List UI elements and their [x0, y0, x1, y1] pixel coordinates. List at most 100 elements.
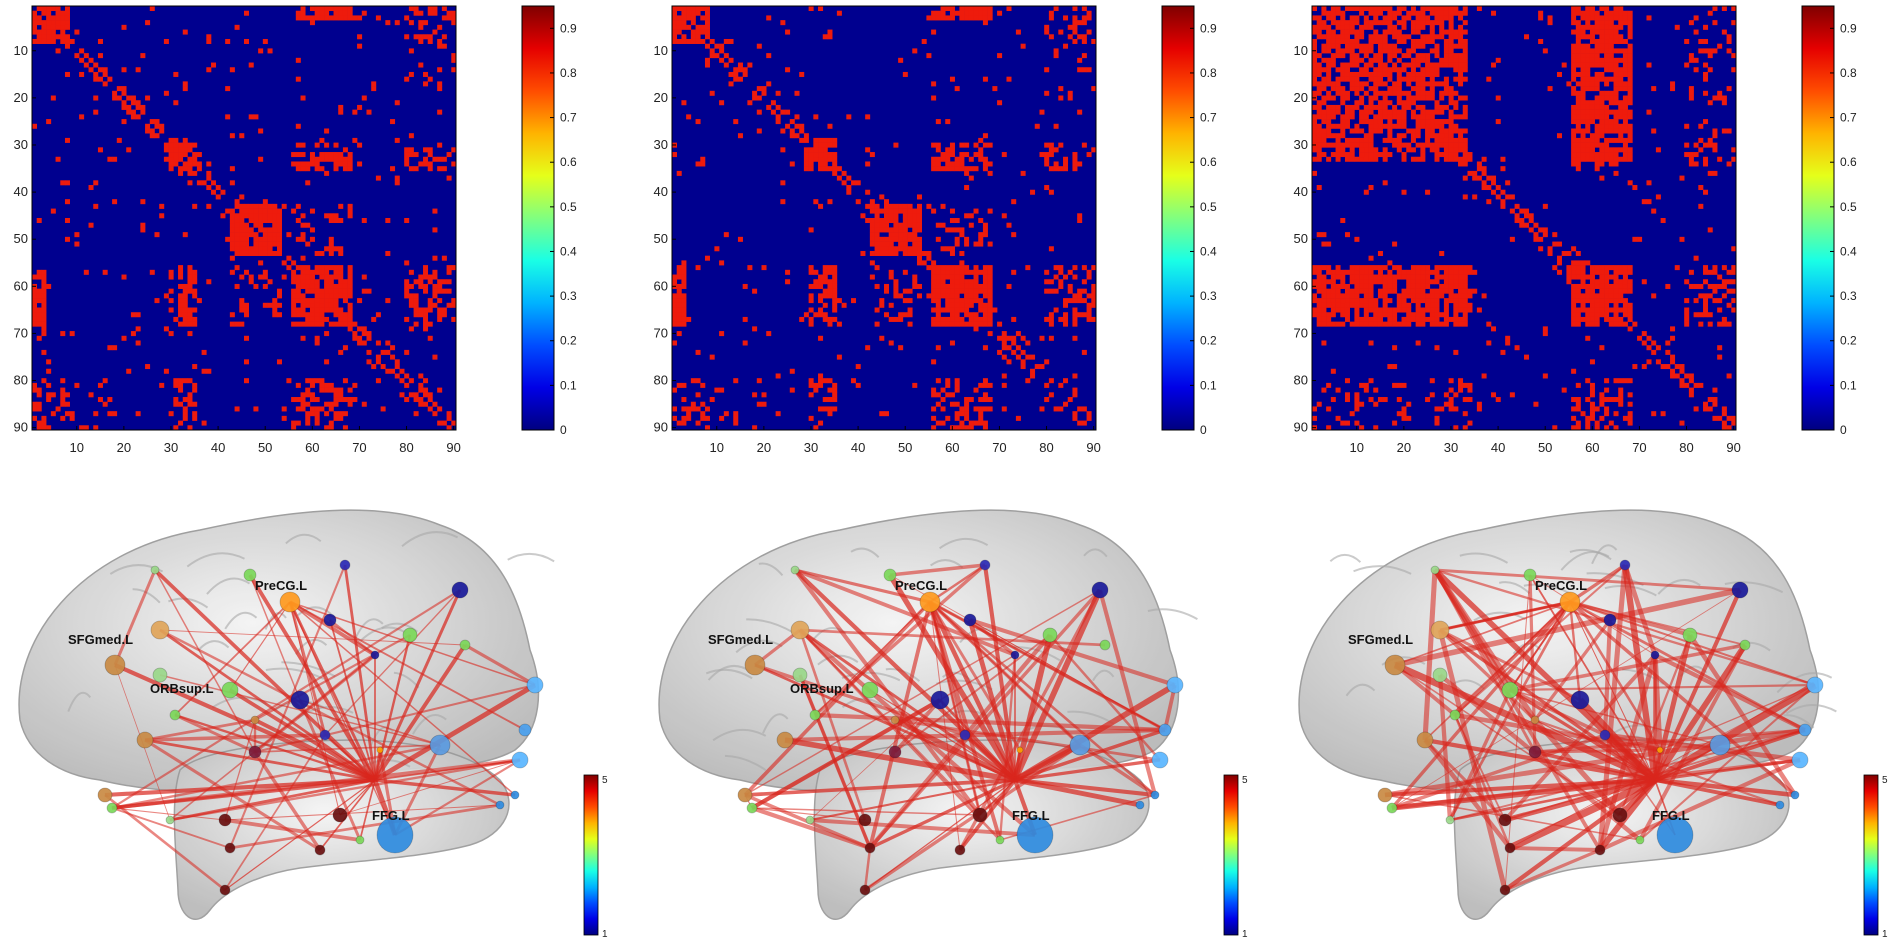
matrix-cell: [1368, 283, 1374, 289]
matrix-cell: [36, 293, 42, 299]
matrix-cell: [949, 147, 955, 153]
matrix-cell: [357, 142, 363, 148]
matrix-cell: [333, 269, 339, 275]
matrix-cell: [347, 321, 353, 327]
matrix-cell: [272, 236, 278, 242]
matrix-cell: [973, 265, 979, 271]
matrix-cell: [347, 269, 353, 275]
matrix-cell: [1363, 53, 1369, 59]
matrix-cell: [427, 161, 433, 167]
matrix-cell: [1415, 269, 1421, 275]
matrix-cell: [869, 218, 875, 224]
matrix-cell: [1434, 53, 1440, 59]
matrix-cell: [1312, 104, 1318, 110]
matrix-cell: [324, 288, 330, 294]
matrix-cell: [192, 203, 198, 209]
brain-gyrus: [265, 667, 325, 680]
matrix-cell: [1368, 100, 1374, 106]
matrix-cell: [173, 137, 179, 143]
matrix-cell: [333, 265, 339, 271]
matrix-cell: [1439, 62, 1445, 68]
matrix-cell: [446, 175, 452, 181]
matrix-cell: [1622, 302, 1628, 308]
matrix-cell: [987, 293, 993, 299]
matrix-cell: [413, 397, 419, 403]
matrix-cell: [333, 293, 339, 299]
matrix-cell: [1335, 283, 1341, 289]
matrix-cell: [1462, 38, 1468, 44]
matrix-cell: [1599, 302, 1605, 308]
brain-gyrus: [712, 728, 767, 742]
matrix-cell: [893, 283, 899, 289]
network-node: [221, 681, 239, 699]
matrix-cell: [1439, 250, 1445, 256]
matrix-cell: [1462, 20, 1468, 26]
matrix-cell: [1443, 104, 1449, 110]
matrix-cell: [1589, 293, 1595, 299]
matrix-cell: [182, 152, 188, 158]
matrix-cell: [404, 397, 410, 403]
matrix-cell: [446, 269, 452, 275]
matrix-cell: [1462, 109, 1468, 115]
x-tick-label: 90: [1086, 440, 1100, 455]
matrix-cell: [1608, 53, 1614, 59]
matrix-cell: [1717, 95, 1723, 101]
matrix-cell: [347, 152, 353, 158]
matrix-cell: [1476, 307, 1482, 313]
matrix-cell: [1458, 29, 1464, 35]
matrix-cell: [949, 246, 955, 252]
matrix-cell: [931, 208, 937, 214]
matrix-cell: [352, 15, 358, 21]
matrix-cell: [1373, 34, 1379, 40]
matrix-cell: [427, 10, 433, 16]
matrix-cell: [1420, 321, 1426, 327]
matrix-cell: [36, 34, 42, 40]
matrix-cell: [813, 312, 819, 318]
matrix-cell: [912, 382, 918, 388]
matrix-cell: [1481, 170, 1487, 176]
matrix-cell: [324, 411, 330, 417]
matrix-cell: [926, 293, 932, 299]
matrix-cell: [1392, 15, 1398, 21]
matrix-cell: [822, 293, 828, 299]
matrix-cell: [695, 24, 701, 30]
matrix-cell: [1340, 293, 1346, 299]
matrix-cell: [1321, 387, 1327, 393]
matrix-cell: [1622, 38, 1628, 44]
matrix-cell: [145, 20, 151, 26]
matrix-cell: [1439, 128, 1445, 134]
matrix-cell: [1316, 15, 1322, 21]
matrix-cell: [262, 203, 268, 209]
matrix-cell: [1425, 302, 1431, 308]
matrix-cell: [982, 288, 988, 294]
matrix-cell: [423, 161, 429, 167]
matrix-cell: [1458, 147, 1464, 153]
matrix-cell: [1359, 128, 1365, 134]
matrix-cell: [1448, 298, 1454, 304]
matrix-cell: [1359, 100, 1365, 106]
matrix-cell: [733, 378, 739, 384]
matrix-cell: [423, 20, 429, 26]
matrix-cell: [1627, 76, 1633, 82]
brain-gyrus: [1783, 714, 1815, 729]
matrix-cell: [686, 316, 692, 322]
matrix-cell: [1406, 321, 1412, 327]
matrix-cell: [244, 10, 250, 16]
matrix-cell: [1599, 147, 1605, 153]
matrix-cell: [347, 265, 353, 271]
matrix-cell: [968, 298, 974, 304]
matrix-cell: [324, 279, 330, 285]
matrix-cell: [1344, 109, 1350, 115]
matrix-cell: [1613, 109, 1619, 115]
matrix-cell: [229, 255, 235, 261]
matrix-cell: [1608, 62, 1614, 68]
matrix-cell: [1467, 397, 1473, 403]
matrix-cell: [324, 213, 330, 219]
matrix-cell: [1349, 302, 1355, 308]
matrix-cell: [1396, 123, 1402, 129]
matrix-cell: [1335, 90, 1341, 96]
network-node: [511, 751, 529, 769]
matrix-cell: [64, 236, 70, 242]
matrix-cell: [1349, 57, 1355, 63]
matrix-cell: [1627, 133, 1633, 139]
